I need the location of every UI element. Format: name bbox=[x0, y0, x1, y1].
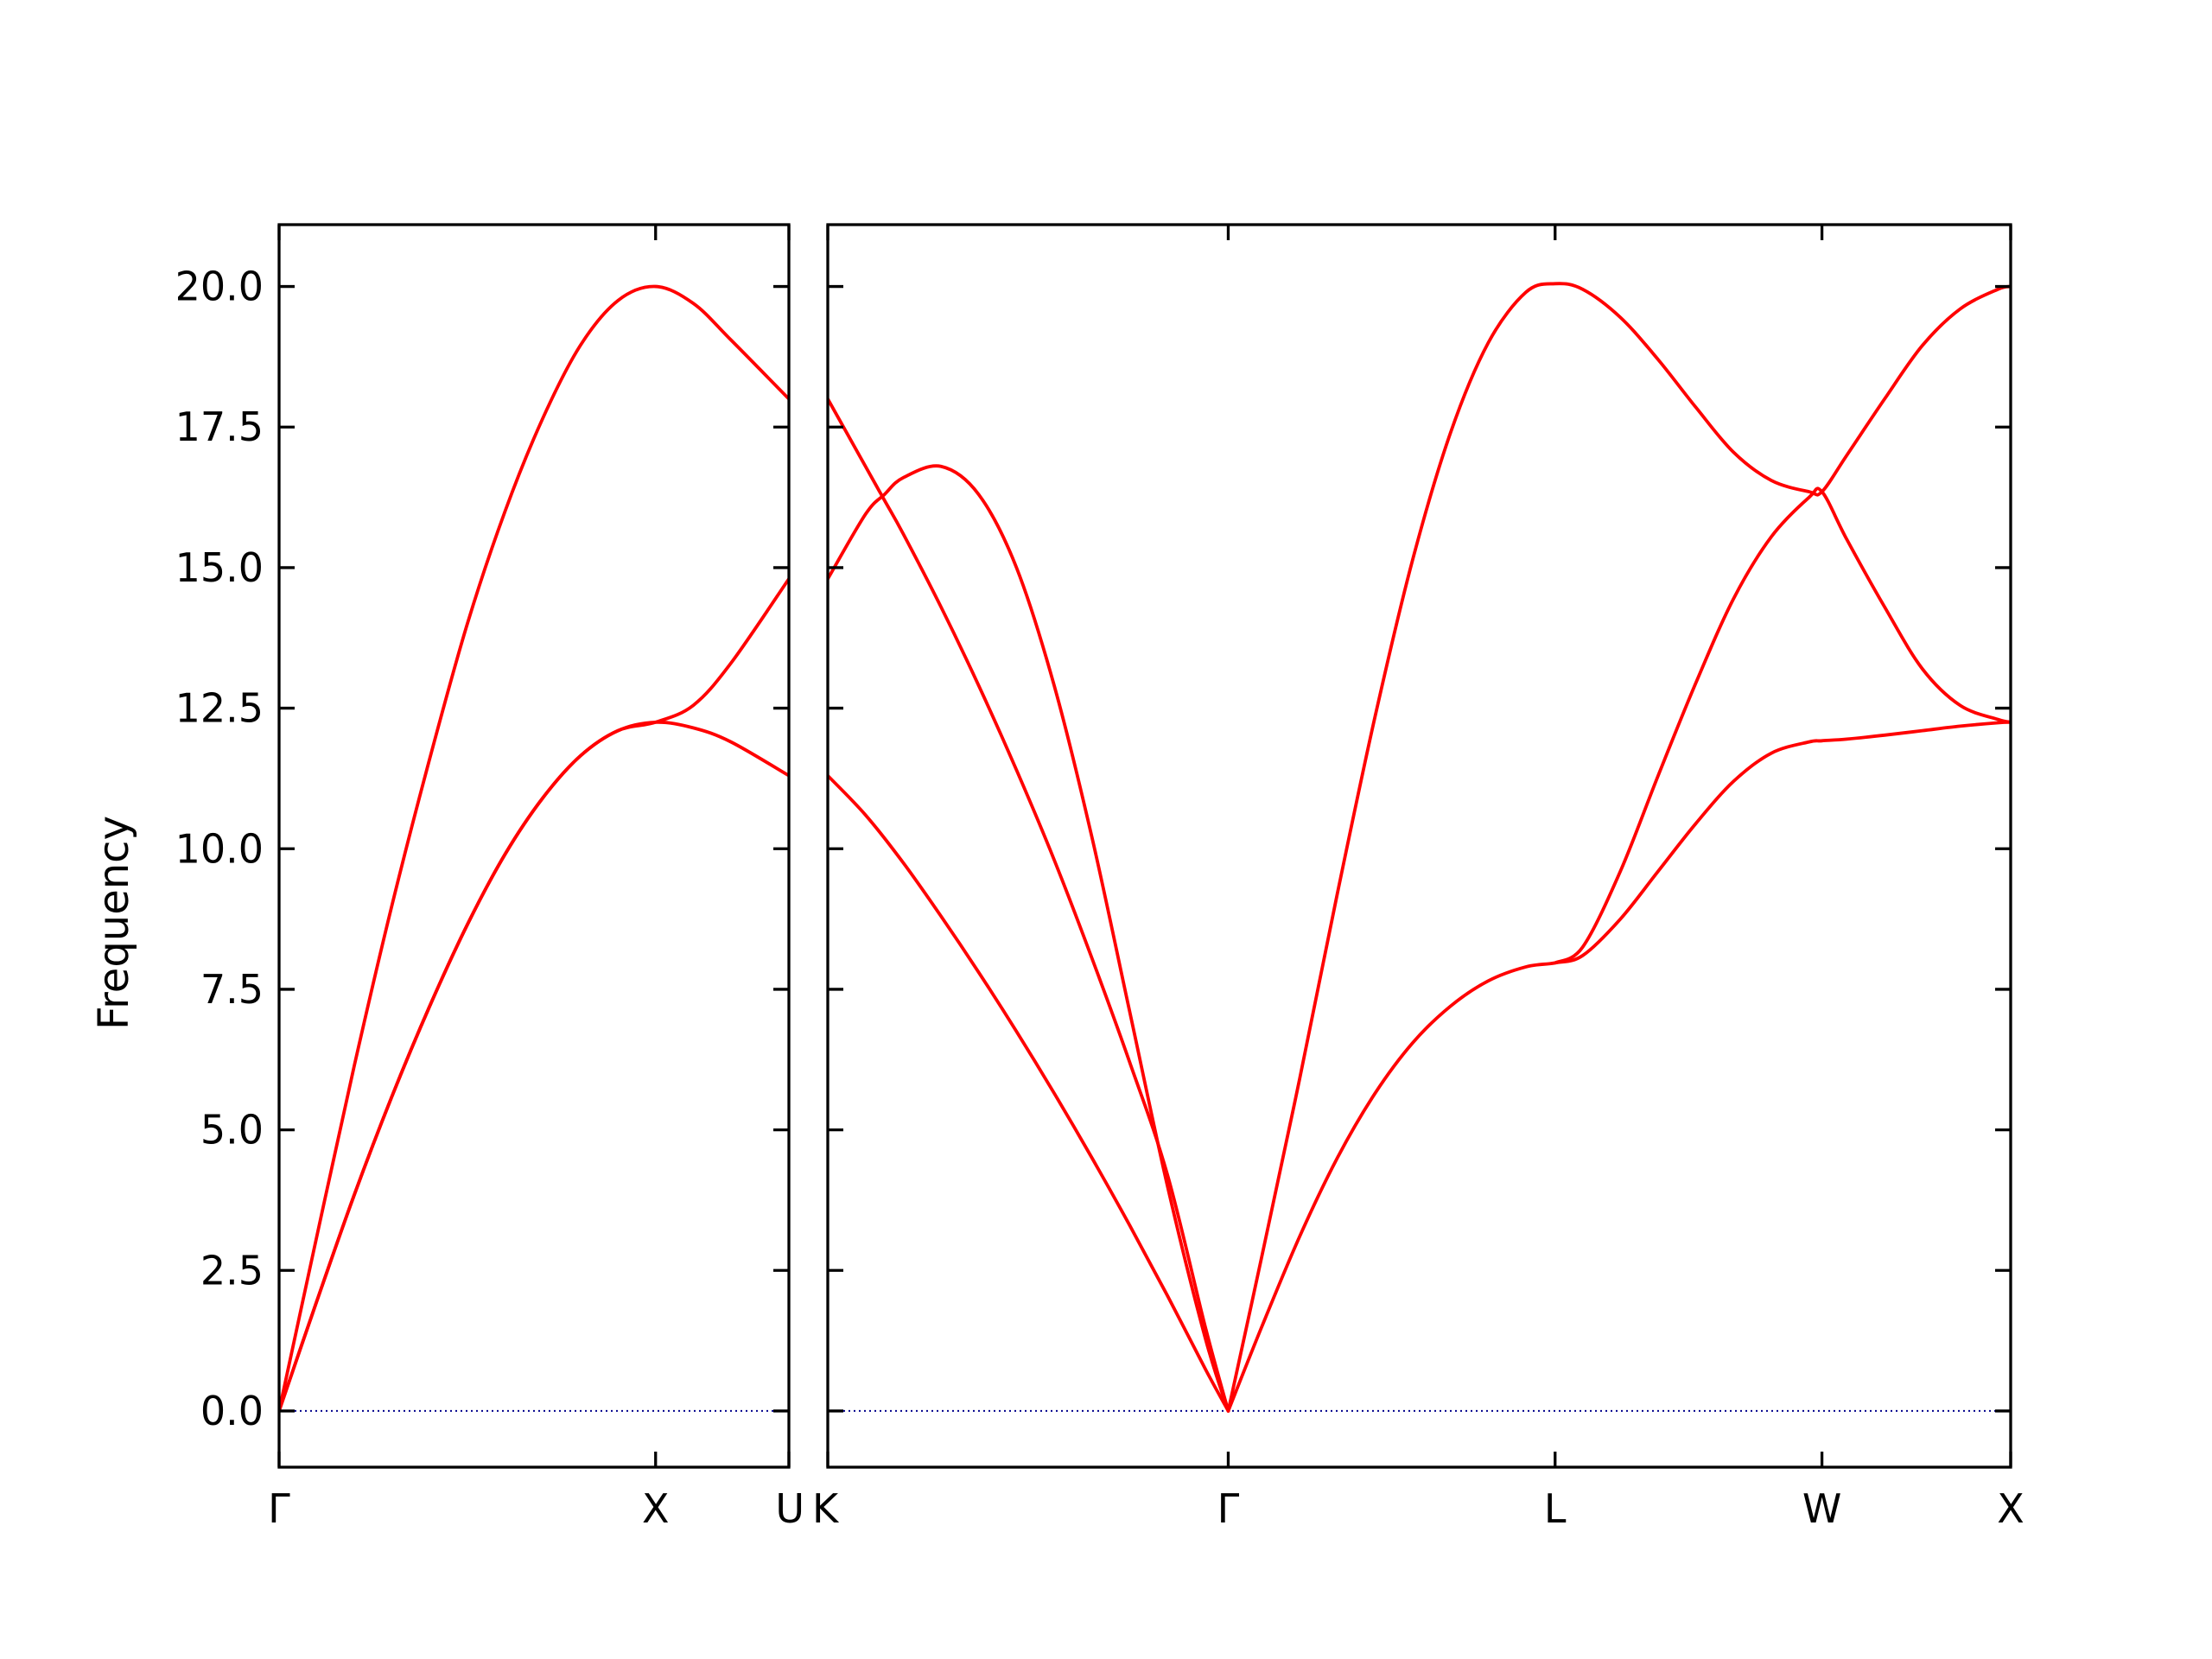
x-tick-label: X bbox=[642, 1485, 670, 1532]
band-curves bbox=[279, 284, 789, 1413]
x-tick-label: Γ bbox=[1217, 1485, 1240, 1532]
plot-panel-1: 0.0 2.5 5.0 7.5 10.0 12.5 15.0 17.5 20.0 Γ X U bbox=[175, 223, 804, 1532]
panel-frame bbox=[277, 223, 791, 1469]
panel-frame bbox=[826, 223, 2012, 1469]
band-line-1 bbox=[279, 284, 789, 1413]
x-tick-label: U bbox=[775, 1485, 804, 1532]
y-tick-label: 0.0 bbox=[200, 1388, 264, 1434]
band-line-2 bbox=[828, 397, 1230, 1413]
band-line-4 bbox=[1226, 282, 2011, 1413]
band-curves bbox=[828, 282, 2011, 1413]
band-line-2 bbox=[279, 577, 789, 1413]
band-line-1 bbox=[828, 464, 1230, 1413]
band-line-3 bbox=[279, 720, 789, 1413]
y-tick-label: 10.0 bbox=[175, 825, 264, 872]
y-axis-label: Frequency bbox=[90, 816, 138, 1030]
y-tick-label: 15.0 bbox=[175, 544, 264, 591]
band-line-5 bbox=[1553, 486, 2011, 965]
x-tick-label: X bbox=[1997, 1485, 2024, 1532]
x-tick-label: L bbox=[1544, 1485, 1567, 1532]
band-line-6 bbox=[1226, 720, 2011, 1413]
band-line-3 bbox=[828, 773, 1230, 1413]
x-tick-label: W bbox=[1802, 1485, 1841, 1532]
y-tick-label: 5.0 bbox=[200, 1107, 264, 1154]
y-tick-label: 17.5 bbox=[175, 404, 264, 450]
x-tick-label: Γ bbox=[268, 1485, 290, 1532]
y-tick-label: 12.5 bbox=[175, 685, 264, 732]
y-tick-label: 20.0 bbox=[175, 264, 264, 310]
y-tick-label: 7.5 bbox=[200, 966, 264, 1013]
x-tick-label: K bbox=[812, 1485, 840, 1532]
y-tick-label: 2.5 bbox=[200, 1247, 264, 1294]
plot-panels: 0.0 2.5 5.0 7.5 10.0 12.5 15.0 17.5 20.0 Γ X U K Γ L W X bbox=[175, 223, 2024, 1532]
